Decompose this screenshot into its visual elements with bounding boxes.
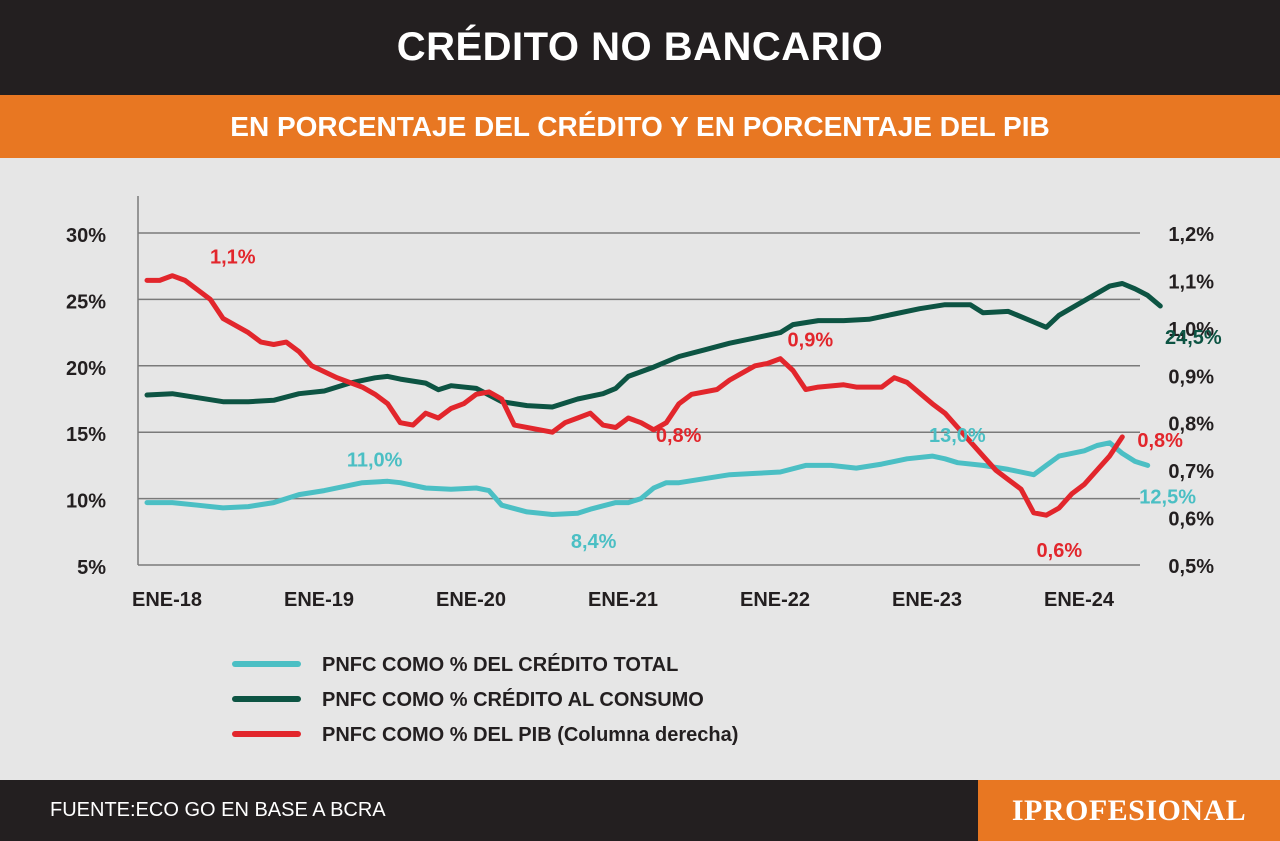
line-chart: 5%10%15%20%25%30% 0,5%0,6%0,7%0,8%0,9%1,… (66, 196, 1222, 746)
data-label: 0,8% (656, 425, 702, 447)
y-left-tick-label: 5% (77, 557, 106, 579)
title-bar: CRÉDITO NO BANCARIO (0, 0, 1280, 95)
x-tick-label: ENE-18 (132, 589, 202, 611)
y-left-tick-label: 30% (66, 225, 106, 247)
y-right-tick-label: 0,5% (1168, 556, 1214, 578)
x-tick-label: ENE-22 (740, 589, 810, 611)
x-axis-ticks: ENE-18 ENE-19 ENE-20 ENE-21 ENE-22 ENE-23 ENE-… (132, 589, 1115, 611)
left-axis-ticks: 5% 10% 15% 20% 25% 30% (66, 225, 106, 579)
data-label: 13,0% (929, 425, 986, 447)
y-left-tick-label: 25% (66, 291, 106, 313)
grid-lines (138, 232, 1140, 500)
x-tick-label: ENE-19 (284, 589, 354, 611)
data-label: 24,5% (1165, 327, 1222, 349)
data-label: 0,8% (1137, 430, 1183, 452)
axes (137, 196, 1140, 566)
y-right-tick-label: 0,9% (1168, 366, 1214, 388)
y-left-tick-label: 20% (66, 358, 106, 380)
series-line-0 (144, 440, 1151, 517)
data-label: 0,6% (1037, 540, 1083, 562)
chart-subtitle: EN PORCENTAJE DEL CRÉDITO Y EN PORCENTAJ… (230, 110, 1050, 142)
footer-bar: FUENTE:ECO GO EN BASE A BCRA IPROFESIONA… (0, 780, 1280, 841)
y-right-tick-label: 1,1% (1168, 271, 1214, 293)
legend-label: PNFC COMO % DEL PIB (Columna derecha) (322, 724, 738, 746)
legend: PNFC COMO % DEL CRÉDITO TOTAL PNFC COMO %… (232, 653, 738, 746)
x-tick-label: ENE-20 (436, 589, 506, 611)
y-right-tick-label: 0,6% (1168, 509, 1214, 531)
subtitle-bar: EN PORCENTAJE DEL CRÉDITO Y EN PORCENTAJ… (0, 95, 1280, 158)
y-left-tick-label: 10% (66, 491, 106, 513)
data-label: 8,4% (571, 531, 617, 553)
y-right-tick-label: 1,2% (1168, 224, 1214, 246)
data-label: 11,0% (347, 450, 403, 472)
legend-label: PNFC COMO % CRÉDITO AL CONSUMO (322, 688, 704, 711)
data-labels: 1,1% 11,0% 8,4% 0,8% 0,9% 13,0% 24,5% 0,8% 12,5%… (210, 247, 1222, 563)
chart-title: CRÉDITO NO BANCARIO (396, 25, 884, 69)
brand-logo: IPROFESIONAL (978, 780, 1280, 841)
source-text: FUENTE:ECO GO EN BASE A BCRA (50, 799, 386, 821)
x-tick-label: ENE-21 (588, 589, 658, 611)
data-label: 0,9% (788, 330, 834, 352)
y-right-tick-label: 0,8% (1168, 414, 1214, 436)
y-right-tick-label: 0,7% (1168, 461, 1214, 483)
right-axis-ticks: 0,5% 0,6% 0,7% 0,8% 0,9% 1,0% 1,1% 1,2% (1168, 224, 1214, 578)
data-label: 12,5% (1139, 486, 1196, 508)
x-tick-label: ENE-23 (892, 589, 962, 611)
legend-label: PNFC COMO % DEL CRÉDITO TOTAL (322, 653, 678, 676)
y-left-tick-label: 15% (66, 424, 106, 446)
x-tick-label: ENE-24 (1044, 589, 1115, 611)
series-line-2 (144, 273, 1125, 518)
series-lines (144, 273, 1163, 518)
chart-area: 5% 10% 15% 20% 25% 30% 0,5% 0,6% 0,7% 0,8% 0,9% 1,… (0, 158, 1280, 780)
y-right-tick-label: 1,0% (1168, 319, 1214, 341)
data-label: 1,1% (210, 247, 256, 269)
series-line-1 (144, 281, 1163, 410)
